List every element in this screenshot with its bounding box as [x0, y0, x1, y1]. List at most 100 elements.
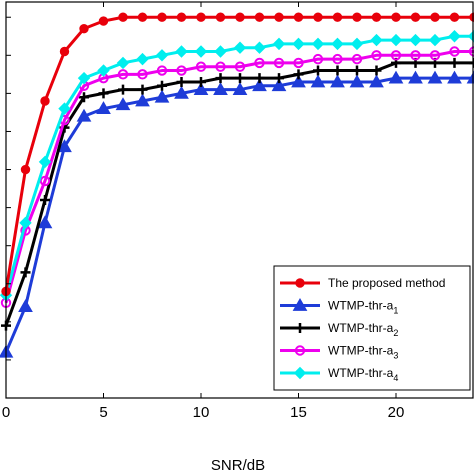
- series-2-point: [135, 93, 150, 107]
- legend-label-text: WTMP-thr-a: [328, 366, 394, 380]
- series-2-point: [154, 89, 170, 103]
- series-4-point: [371, 50, 382, 61]
- series-2-point: [193, 82, 209, 95]
- series-1-point: [98, 16, 109, 26]
- x-axis-title: SNR/dB: [211, 457, 265, 474]
- series-5-point: [233, 41, 247, 54]
- series-1: [1, 12, 474, 297]
- series-layer: [0, 12, 474, 358]
- series-4-point: [215, 61, 226, 72]
- series-5-point: [428, 33, 442, 47]
- series-3-point: [79, 92, 89, 103]
- series-4-point: [195, 61, 207, 72]
- series-2-point: [232, 82, 248, 95]
- series-5-point: [77, 71, 91, 85]
- x-tick-label: 5: [99, 404, 107, 421]
- series-5-point: [38, 155, 52, 169]
- legend-label-subscript: 1: [393, 306, 398, 316]
- series-2-point: [330, 74, 345, 88]
- series-3-point: [235, 73, 245, 84]
- series-4-point: [176, 65, 187, 76]
- series-2-point: [213, 82, 228, 95]
- axes-frame: [5, 1, 474, 399]
- series-3-point: [176, 76, 187, 87]
- legend-label: WTMP-thr-a4: [328, 366, 398, 383]
- series-5: [0, 30, 474, 302]
- series-4-point: [137, 69, 148, 80]
- series-3-point: [293, 69, 304, 80]
- series-4-point: [429, 50, 441, 61]
- legend-item: The proposed method: [280, 276, 445, 290]
- series-3-point: [215, 73, 226, 84]
- series-3-point: [157, 80, 167, 91]
- series-2-point: [447, 70, 462, 84]
- legend-item: WTMP-thr-a4: [280, 366, 398, 383]
- series-5-point: [370, 33, 383, 47]
- legend-swatch-marker: [295, 323, 305, 333]
- series-1-point: [410, 12, 421, 22]
- legend-swatch-marker: [294, 345, 306, 356]
- series-2-point: [96, 101, 111, 114]
- series-5-point: [155, 49, 169, 62]
- legend-label-subscript: 2: [393, 328, 398, 338]
- series-3-point: [98, 88, 109, 99]
- series-5-point: [136, 52, 149, 66]
- series-5-point: [389, 33, 403, 47]
- axes-layer: [5, 1, 474, 399]
- series-1-point: [118, 12, 128, 22]
- series-2-point: [349, 74, 365, 88]
- series-3-point: [352, 65, 362, 76]
- legend-swatch-marker: [292, 297, 308, 311]
- series-1-point: [332, 12, 343, 22]
- legend-label: WTMP-thr-a3: [328, 344, 398, 361]
- series-5-point: [272, 37, 286, 51]
- series-2-point: [408, 70, 423, 84]
- legend-label: WTMP-thr-a2: [328, 321, 398, 338]
- series-3-point: [469, 57, 474, 68]
- legend-label: WTMP-thr-a1: [328, 299, 398, 316]
- series-4-point: [332, 53, 343, 65]
- series-2-point: [369, 74, 384, 88]
- series-4-point: [390, 50, 402, 61]
- series-4-point: [312, 53, 324, 65]
- series-2-point: [76, 108, 92, 122]
- x-tick-label: 0: [2, 404, 10, 421]
- series-1-point: [235, 12, 245, 22]
- series-5-point: [19, 216, 32, 230]
- series-4-point: [117, 69, 129, 80]
- legend-item: WTMP-thr-a3: [280, 344, 398, 361]
- legend-label-subscript: 4: [393, 373, 398, 383]
- series-3-point: [274, 73, 284, 84]
- series-2: [0, 70, 474, 358]
- series-3-point: [196, 76, 206, 87]
- series-5-point: [331, 37, 344, 51]
- series-2-point: [115, 97, 131, 111]
- series-2-point: [388, 70, 404, 84]
- series-1-point: [176, 12, 187, 22]
- series-1-point: [352, 12, 362, 22]
- series-4-point: [254, 57, 265, 69]
- series-4-line: [4, 50, 474, 304]
- series-5-point: [311, 37, 325, 51]
- series-1-point: [59, 46, 70, 57]
- series-3-point: [137, 84, 148, 95]
- series-2-point: [252, 78, 267, 92]
- series-1-point: [215, 12, 226, 22]
- legend-swatch-marker: [295, 278, 305, 288]
- series-4-point: [410, 50, 421, 61]
- series-4-point: [351, 53, 363, 65]
- series-5-point: [175, 45, 188, 58]
- series-1-point: [20, 164, 31, 175]
- series-3-point: [118, 84, 128, 95]
- series-5-point: [116, 56, 130, 70]
- series-1-point: [196, 12, 206, 22]
- series-3-point: [254, 73, 265, 84]
- legend-label-subscript: 3: [393, 351, 398, 361]
- series-1-point: [391, 12, 401, 22]
- series-1-point: [137, 12, 148, 22]
- legend-item: WTMP-thr-a2: [280, 321, 398, 338]
- series-4-point: [39, 175, 51, 187]
- series-4-point: [293, 57, 304, 69]
